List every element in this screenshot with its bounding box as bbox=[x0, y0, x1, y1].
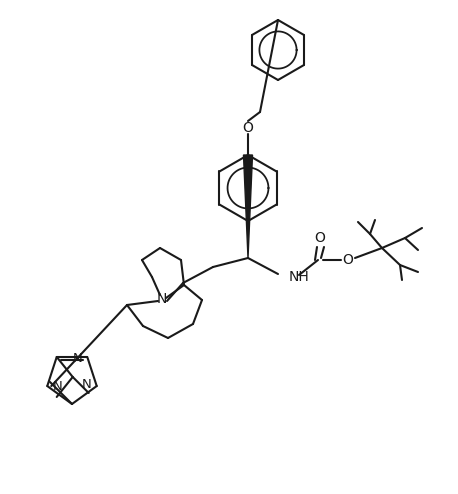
Polygon shape bbox=[244, 155, 252, 258]
Text: N: N bbox=[52, 379, 62, 393]
Text: N: N bbox=[82, 377, 92, 391]
Text: O: O bbox=[315, 231, 326, 245]
Text: O: O bbox=[243, 121, 253, 135]
Text: NH: NH bbox=[289, 270, 310, 284]
Text: O: O bbox=[343, 253, 354, 267]
Text: N: N bbox=[157, 292, 167, 306]
Text: N: N bbox=[72, 352, 82, 366]
